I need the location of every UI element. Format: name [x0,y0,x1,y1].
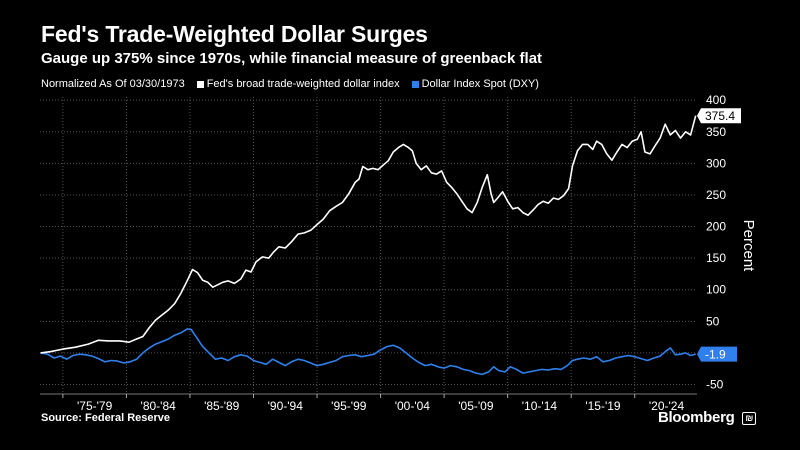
legend-label-dxy: Dollar Index Spot (DXY) [421,78,539,90]
x-tick-label: '80-'84 [141,399,177,413]
chart-subtitle: Gauge up 375% since 1970s, while financi… [41,50,543,67]
series-line-dxy [40,328,696,376]
legend-note: Normalized As Of 03/30/1973 [41,78,185,90]
x-tick-label: '90-'94 [268,399,304,413]
y-tick-label: 300 [706,156,726,170]
chart-title: Fed's Trade-Weighted Dollar Surges [41,21,428,47]
y-tick-label: 100 [706,283,726,297]
bloomberg-logo: Bloomberg ₪ [658,409,756,426]
x-tick-label: '10-'14 [522,399,558,413]
legend-swatch-dxy [411,80,419,88]
legend: Normalized As Of 03/30/1973 Fed's broad … [41,78,539,90]
y-tick-label: 350 [706,125,726,139]
y-tick-label: 150 [706,251,726,265]
x-tick-label: '20-'24 [649,399,685,413]
x-tick-label: '95-'99 [331,399,367,413]
last-value-badge-fed [697,108,741,124]
y-tick-label: 400 [706,93,726,107]
legend-label-fed: Fed's broad trade-weighted dollar index [206,78,400,90]
last-value-badge-dxy [697,346,737,362]
x-tick-label: '75-'79 [77,399,113,413]
x-tick-label: '15-'19 [585,399,621,413]
x-tick-label: '05-'09 [458,399,494,413]
y-tick-label: 200 [706,220,726,234]
y-tick-label: 50 [706,314,720,328]
y-tick-label: -50 [706,378,724,392]
series-line-fed-broad-index [40,115,697,354]
y-axis-label: Percent [740,220,757,273]
legend-swatch-fed [196,80,204,88]
bloomberg-mark-icon: ₪ [742,411,756,425]
brand-label: Bloomberg [658,409,735,426]
y-tick-label: 250 [706,188,726,202]
last-value-label-dxy: -1.9 [705,348,726,362]
last-value-label-fed: 375.4 [705,109,735,123]
x-tick-label: '85-'89 [204,399,240,413]
source-note: Source: Federal Reserve [41,412,171,424]
x-tick-label: '00-'04 [395,399,431,413]
